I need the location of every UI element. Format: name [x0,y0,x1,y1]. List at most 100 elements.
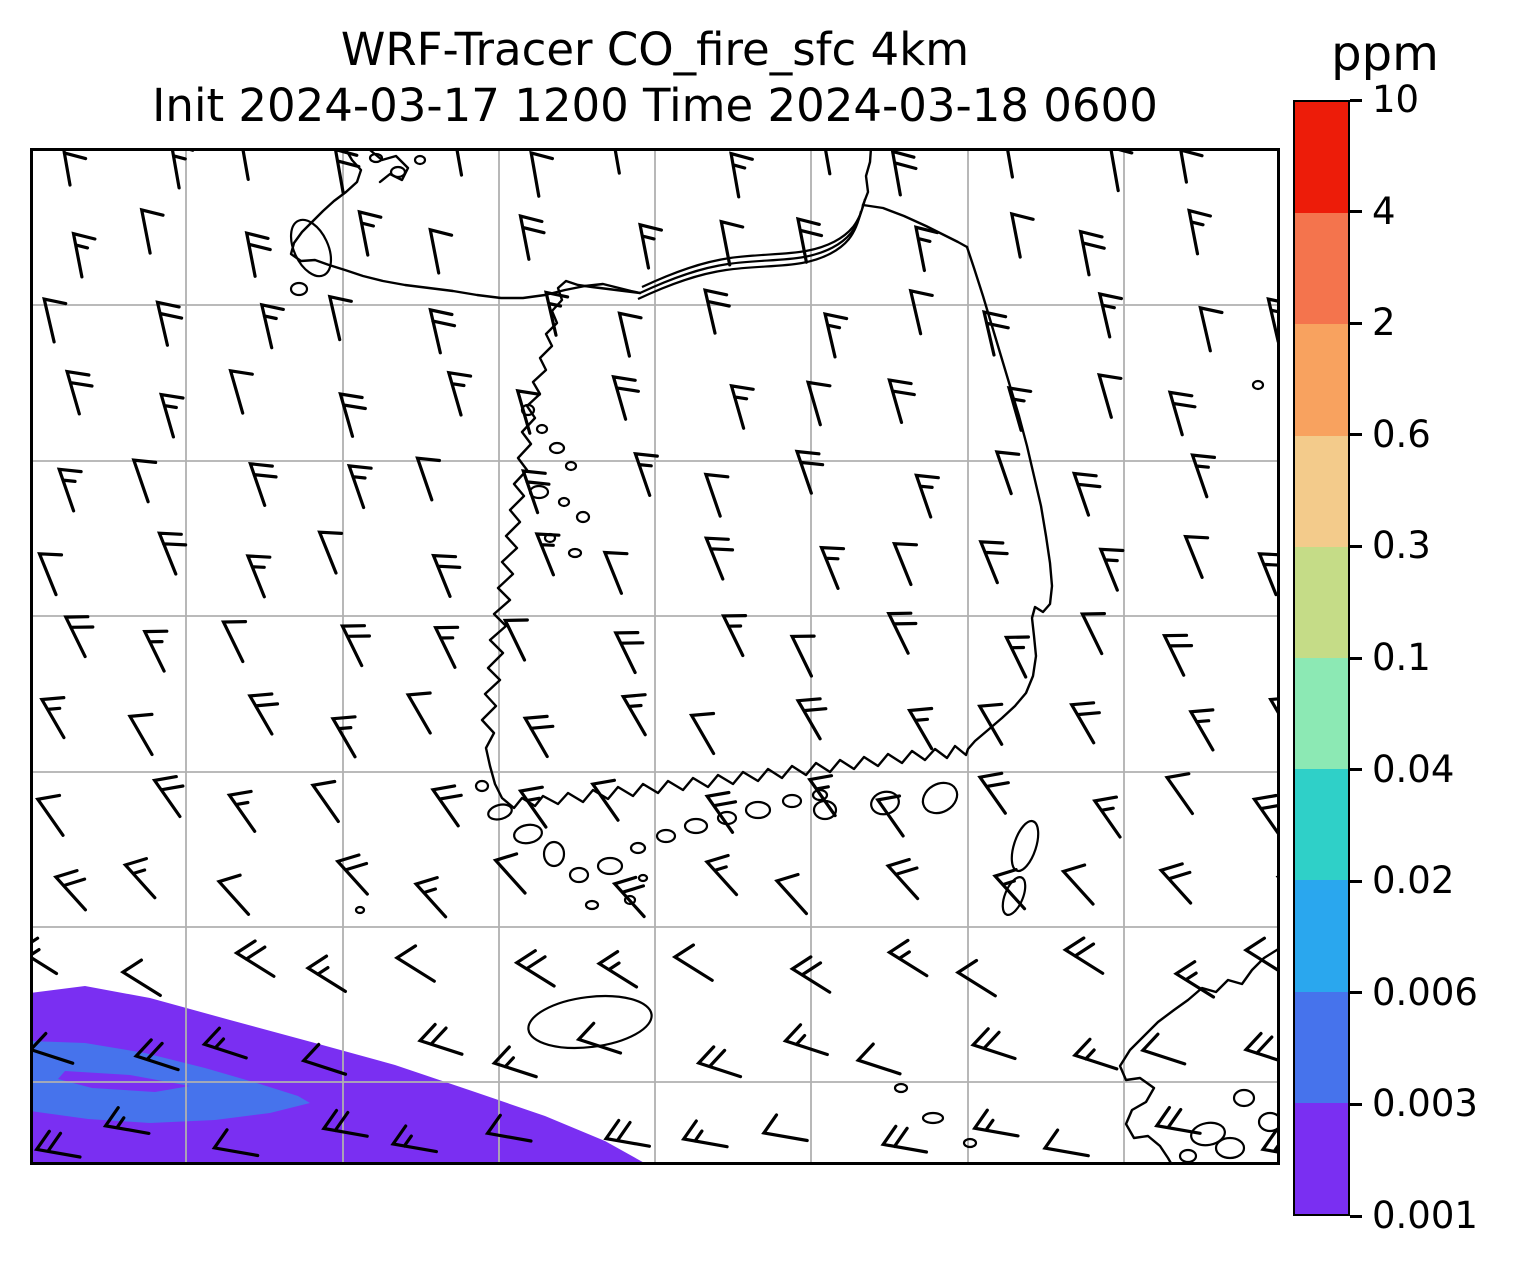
colorbar-tick [1350,433,1362,437]
colorbar-segment [1295,213,1348,325]
wind-barb [908,288,934,336]
island-coastline [1232,1088,1256,1108]
map-plot [30,148,1280,1165]
wind-barb [233,939,276,978]
wind-barb [620,693,647,737]
wind-barb [613,631,645,675]
island-coastline [1178,1148,1198,1164]
plot-border [30,148,1280,1165]
colorbar-tick [1350,768,1362,772]
wind-barb [492,852,527,895]
wind-barb [680,1119,729,1149]
wind-barb [53,869,87,912]
wind-barb [704,790,738,834]
wind-barb [228,368,254,415]
wind-barb [704,853,739,897]
wind-barb [703,472,730,518]
colorbar-tick-label: 0.003 [1372,1082,1478,1126]
wind-barb [703,536,735,581]
wind-barb [1009,211,1035,259]
wind-barb [220,620,248,664]
wind-barb [1109,148,1134,193]
border-line [639,204,865,294]
wind-barb [102,1106,151,1135]
wind-barb [1062,936,1105,975]
chart-subtitle: Init 2024-03-17 1200 Time 2024-03-18 060… [152,79,1158,132]
wind-barb [590,778,620,822]
wind-barb [522,714,555,759]
wind-barb [30,936,59,976]
island-coastline [567,547,583,559]
border-line [637,210,863,300]
wind-barb [782,1023,829,1057]
wind-barb [226,789,257,833]
wind-barb [695,1045,743,1079]
wind-barb [37,552,64,597]
wind-barb [428,227,454,275]
colorbar-ticks: 10 4 2 0.6 0.3 0.1 0.04 0.02 0.006 0.003 0.001 [1350,78,1528,1237]
wind-barb [603,1118,651,1148]
wind-barb [139,207,165,255]
wind-barb [431,553,462,598]
wind-barb [428,307,457,355]
wind-barb [156,531,188,576]
wind-barb [1069,701,1101,745]
wind-barb [417,1022,464,1056]
wind-barb [155,300,184,347]
wind-barb [992,868,1027,911]
wind-barb [484,1113,533,1143]
colorbar-tick [1350,1214,1362,1218]
island-coastline [1214,1136,1246,1160]
wind-barb [886,611,918,655]
island-coastline [513,823,543,845]
colorbar-segment [1295,546,1348,659]
wind-barb [61,148,88,187]
colorbar-tick [1350,656,1362,660]
colorbar-tick-label: 0.6 [1372,412,1431,456]
wind-barb [413,876,448,919]
wind-barb [1154,1106,1202,1135]
colorbar-tick-label: 0.001 [1372,1194,1478,1237]
island-coastline [629,841,647,855]
wind-barb [1097,291,1123,339]
wind-barb [330,715,357,759]
wind-barb [142,629,169,673]
island-coastline [575,510,591,524]
wind-barb [823,148,832,176]
wind-barb [518,213,546,261]
wind-barb [346,464,373,510]
island-coastline [389,165,407,179]
wind-barb [1140,1032,1187,1066]
colorbar-tick [1350,991,1362,995]
wind-barb [63,615,95,659]
wind-barb [1042,1128,1090,1158]
wind-barb [977,771,1010,815]
wind-barb [638,222,663,270]
wind-barb [35,793,65,837]
wind-barb [1158,862,1193,905]
wind-barb [529,150,554,198]
wind-barb [774,872,808,916]
wind-barb [1060,863,1095,906]
wind-barb [575,1021,623,1055]
wind-barb [415,456,441,502]
island-coastline [683,817,709,835]
colorbar-tick-label: 4 [1372,189,1396,233]
wind-barb [981,310,1010,357]
wind-barb [913,225,939,273]
wind-barb [39,696,66,740]
wind-barb [761,1113,809,1143]
island-coastline [527,994,653,1050]
colorbar-segment [1295,880,1348,992]
colorbar-tick-label: 10 [1372,78,1420,121]
wind-barb [1198,305,1224,353]
island-coastline [921,781,959,815]
wind-barb [805,380,832,427]
wind-barb [338,392,367,438]
island-coastline [564,460,578,472]
wind-barb [405,691,432,735]
colorbar-segment [1295,324,1348,436]
wind-barb [1072,1037,1119,1071]
colorbar-tick [1350,1102,1362,1106]
